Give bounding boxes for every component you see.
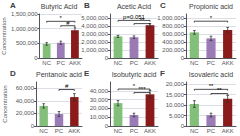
svg-text:PC: PC xyxy=(207,60,216,66)
svg-text:B: B xyxy=(84,1,90,10)
svg-text:C: C xyxy=(160,1,166,10)
svg-text:1,000,000: 1,000,000 xyxy=(81,47,108,53)
svg-text:1,000,000: 1,000,000 xyxy=(11,26,38,32)
svg-text:*: * xyxy=(210,15,213,21)
svg-text:NC: NC xyxy=(190,128,199,134)
svg-text:15,000: 15,000 xyxy=(166,92,185,98)
svg-text:0: 0 xyxy=(31,123,35,129)
svg-text:0: 0 xyxy=(34,55,38,61)
svg-text:Concentration: Concentration xyxy=(2,85,8,122)
svg-text:600,000: 600,000 xyxy=(162,31,184,37)
svg-text:Butyric Acid: Butyric Acid xyxy=(41,3,78,11)
svg-text:NC: NC xyxy=(190,60,199,66)
svg-text:#: # xyxy=(66,20,70,26)
svg-text:**: ** xyxy=(209,83,214,89)
svg-text:AKK: AKK xyxy=(222,60,234,66)
svg-text:20,000: 20,000 xyxy=(90,105,109,111)
svg-text:0: 0 xyxy=(181,123,185,129)
svg-text:NC: NC xyxy=(114,128,123,134)
svg-text:**: ** xyxy=(217,87,222,93)
svg-text:PC: PC xyxy=(130,60,139,66)
svg-text:2,000,000: 2,000,000 xyxy=(81,39,108,45)
svg-text:A: A xyxy=(10,1,16,10)
svg-text:AKK: AKK xyxy=(144,128,156,134)
svg-text:D: D xyxy=(10,69,16,78)
svg-text:20,000: 20,000 xyxy=(166,81,185,87)
svg-text:10,000: 10,000 xyxy=(166,102,185,108)
svg-text:p=0.051: p=0.051 xyxy=(123,14,145,21)
svg-text:NC: NC xyxy=(42,60,51,66)
svg-text:Isobutyric acid: Isobutyric acid xyxy=(112,71,157,79)
svg-text:*: * xyxy=(60,15,63,21)
svg-text:PC: PC xyxy=(130,128,139,134)
svg-text:**: ** xyxy=(140,17,145,23)
svg-text:PC: PC xyxy=(207,128,216,134)
svg-text:0: 0 xyxy=(181,55,185,61)
svg-text:Propionic acid: Propionic acid xyxy=(189,3,233,11)
svg-text:#: # xyxy=(65,83,69,89)
svg-text:***: *** xyxy=(138,86,146,92)
svg-text:*: * xyxy=(133,83,136,89)
svg-text:40,000: 40,000 xyxy=(90,88,109,94)
svg-text:E: E xyxy=(84,69,90,78)
svg-text:400,000: 400,000 xyxy=(162,39,184,45)
svg-text:0: 0 xyxy=(105,123,109,129)
svg-text:10,000: 10,000 xyxy=(90,114,109,120)
svg-text:30,000: 30,000 xyxy=(90,97,109,103)
svg-text:PC: PC xyxy=(57,60,66,66)
svg-text:0: 0 xyxy=(105,55,109,61)
svg-text:Pentanoic acid: Pentanoic acid xyxy=(36,71,82,78)
svg-text:60,000: 60,000 xyxy=(16,85,35,91)
svg-text:NC: NC xyxy=(39,128,48,134)
svg-text:Acetic Acid: Acetic Acid xyxy=(117,3,151,10)
svg-text:Concentration: Concentration xyxy=(1,17,7,54)
svg-text:40,000: 40,000 xyxy=(16,98,35,104)
svg-text:4,000,000: 4,000,000 xyxy=(81,23,108,29)
svg-text:20,000: 20,000 xyxy=(16,110,35,116)
svg-text:PC: PC xyxy=(55,128,64,134)
svg-text:AKK: AKK xyxy=(222,128,234,134)
svg-text:5,000,000: 5,000,000 xyxy=(81,15,108,21)
svg-text:AKK: AKK xyxy=(68,128,80,134)
svg-text:AKK: AKK xyxy=(144,60,156,66)
svg-text:800,000: 800,000 xyxy=(162,23,184,29)
svg-text:3,000,000: 3,000,000 xyxy=(81,31,108,37)
svg-text:1,000,000: 1,000,000 xyxy=(157,15,184,21)
svg-text:AKK: AKK xyxy=(69,60,81,66)
svg-text:F: F xyxy=(160,69,165,78)
svg-text:NC: NC xyxy=(114,60,123,66)
svg-text:5,000: 5,000 xyxy=(169,113,185,119)
svg-text:Isovaleric acid: Isovaleric acid xyxy=(189,71,233,78)
svg-text:1,500,000: 1,500,000 xyxy=(11,11,38,17)
svg-text:200,000: 200,000 xyxy=(162,47,184,53)
svg-text:500,000: 500,000 xyxy=(16,40,38,46)
